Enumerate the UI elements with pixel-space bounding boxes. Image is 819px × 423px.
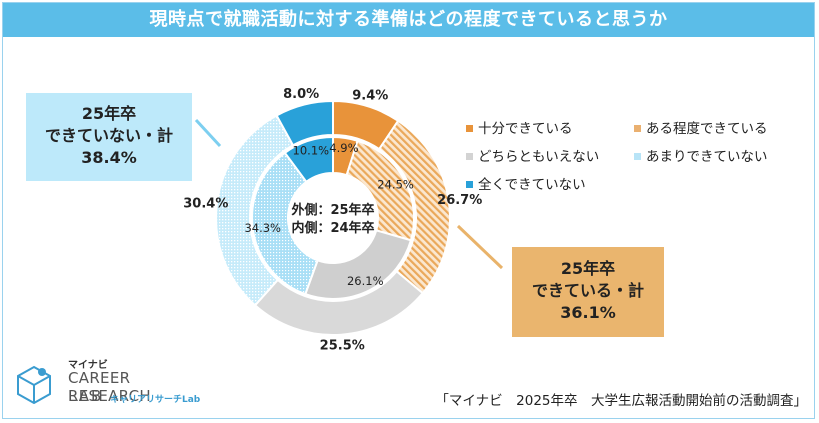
inner-label-sufficient: 4.9% [329, 141, 358, 155]
legend-item-not-at-all: 全くできていない [466, 173, 586, 193]
leader-line-right [456, 224, 504, 270]
callout-ready-value: 36.1% [560, 303, 616, 322]
outer-label-not-much: 30.4% [183, 197, 228, 212]
outer-label-sufficient: 9.4% [352, 89, 388, 104]
callout-not-ready: 25年卒 できていない・計 38.4% [26, 93, 192, 181]
legend-item-somewhat: ある程度できている [634, 117, 768, 137]
legend-item-not-much: あまりできていない [634, 145, 768, 165]
inner-slice-not-much [251, 151, 319, 296]
career-research-lab-logo-icon [17, 365, 51, 404]
legend-item-neutral: どちらともいえない [466, 145, 599, 165]
callout-not-ready-line1: 25年卒 [81, 104, 137, 123]
logo-lab-text: LAB [68, 387, 104, 405]
legend-label: あまりできていない [646, 149, 768, 165]
logo-brand: マイナビ [68, 360, 108, 371]
legend-label: どちらともいえない [478, 149, 600, 165]
callout-not-ready-line2: できていない・計 [44, 126, 173, 145]
legend-label: ある程度できている [646, 121, 768, 137]
inner-label-somewhat: 24.5% [377, 177, 414, 191]
inner-label-neutral: 26.1% [347, 274, 384, 288]
outer-label-neutral: 25.5% [320, 339, 365, 354]
legend-item-sufficient: 十分できている [466, 117, 573, 137]
chart-frame: 現時点で就職活動に対する準備はどの程度できていると思うか [2, 2, 815, 419]
callout-ready: 25年卒 できている・計 36.1% [512, 247, 664, 337]
legend-swatch-not-at-all [466, 181, 473, 188]
logo: マイナビ CAREER RESEARCH LAB キャリアリサーチLab [14, 356, 214, 412]
center-label-line1: 外側：25年卒 [290, 202, 374, 218]
legend-swatch-somewhat [634, 125, 641, 132]
legend-swatch-not-much [634, 153, 641, 160]
logo-tagline: キャリアリサーチLab [110, 395, 201, 405]
outer-label-not-at-all: 8.0% [283, 87, 319, 102]
outer-label-somewhat: 26.7% [437, 193, 482, 208]
inner-label-not-much: 34.3% [244, 221, 281, 235]
center-label-line2: 内側：24年卒 [291, 220, 374, 236]
outer-slice-not-at-all [275, 99, 334, 147]
callout-not-ready-value: 38.4% [81, 148, 137, 167]
callout-ready-line1: 25年卒 [560, 259, 616, 278]
logo-main-text: CAREER RESEARCH [68, 369, 151, 405]
inner-label-not-at-all: 10.1% [293, 144, 330, 158]
source-note: 「マイナビ 2025年卒 大学生広報活動開始前の活動調査」 [435, 393, 807, 409]
legend-swatch-neutral [466, 153, 473, 160]
legend-swatch-sufficient [466, 125, 473, 132]
leader-line-left [194, 118, 222, 148]
legend-label: 十分できている [478, 121, 573, 137]
inner-slice-not-at-all [283, 135, 334, 184]
chart-title: 現時点で就職活動に対する準備はどの程度できていると思うか [3, 3, 814, 37]
callout-ready-line2: できている・計 [531, 281, 644, 300]
legend-label: 全くできていない [478, 177, 586, 193]
